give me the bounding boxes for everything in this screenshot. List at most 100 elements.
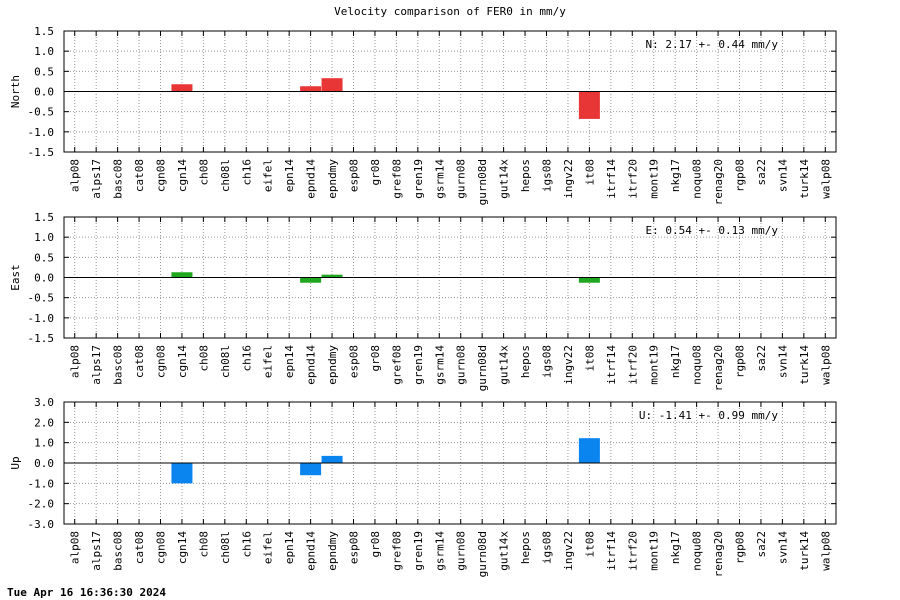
x-tick-label: itrf14 bbox=[605, 531, 618, 571]
x-tick-label: turk14 bbox=[798, 345, 811, 385]
x-tick-label: ch08l bbox=[219, 345, 232, 378]
x-tick-label: epnd14 bbox=[305, 159, 318, 199]
x-tick-label: walp08 bbox=[819, 159, 832, 199]
x-tick-label: gsrm14 bbox=[433, 531, 446, 571]
x-tick-label: igs08 bbox=[541, 345, 554, 378]
x-tick-label: itrf14 bbox=[605, 159, 618, 199]
x-tick-label: gren19 bbox=[412, 345, 425, 385]
x-tick-label: ch08 bbox=[197, 159, 210, 186]
x-tick-label: cgn08 bbox=[155, 531, 168, 564]
x-tick-label: gurn08d bbox=[476, 159, 489, 205]
x-tick-label: hepos bbox=[519, 345, 532, 378]
bar-it08 bbox=[578, 438, 600, 463]
stat-annotation: U: -1.41 +- 0.99 mm/y bbox=[639, 409, 778, 422]
x-tick-label: eifel bbox=[262, 345, 275, 378]
x-tick-label: svn14 bbox=[776, 531, 789, 564]
x-tick-label: gurn08d bbox=[476, 345, 489, 391]
x-tick-label: rgp08 bbox=[734, 531, 747, 564]
y-tick-label: 0.0 bbox=[34, 272, 54, 285]
bar-epndmy bbox=[321, 78, 343, 92]
y-tick-label: -1.5 bbox=[28, 146, 55, 159]
y-tick-label: 1.5 bbox=[34, 211, 54, 224]
bar-epndmy bbox=[321, 274, 343, 278]
x-tick-label: sa22 bbox=[755, 531, 768, 558]
x-tick-label: basc08 bbox=[112, 345, 125, 385]
x-tick-label: gut14x bbox=[498, 531, 511, 571]
y-tick-label: -1.0 bbox=[28, 312, 55, 325]
bar-cgn14 bbox=[171, 84, 193, 92]
x-tick-label: ingv22 bbox=[562, 159, 575, 199]
x-tick-label: alps17 bbox=[90, 159, 103, 199]
x-tick-label: gren19 bbox=[412, 159, 425, 199]
x-tick-label: it08 bbox=[583, 159, 596, 186]
x-tick-label: cgn14 bbox=[176, 531, 189, 564]
y-tick-label: 2.0 bbox=[34, 416, 54, 429]
x-tick-label: alp08 bbox=[69, 345, 82, 378]
x-tick-label: renag20 bbox=[712, 345, 725, 391]
x-tick-label: gref08 bbox=[390, 345, 403, 385]
x-tick-label: basc08 bbox=[112, 159, 125, 199]
bar-cgn14 bbox=[171, 463, 193, 484]
x-tick-label: gr08 bbox=[369, 531, 382, 558]
bar-it08 bbox=[578, 91, 600, 119]
bar-cgn14 bbox=[171, 272, 193, 278]
x-tick-label: epn14 bbox=[283, 531, 296, 564]
y-axis-label: East bbox=[9, 264, 22, 291]
x-tick-label: walp08 bbox=[819, 531, 832, 571]
bar-epnd14 bbox=[300, 277, 322, 283]
x-tick-label: basc08 bbox=[112, 531, 125, 571]
x-tick-label: svn14 bbox=[776, 159, 789, 192]
y-axis-label: North bbox=[9, 75, 22, 108]
x-tick-label: turk14 bbox=[798, 159, 811, 199]
stat-annotation: N: 2.17 +- 0.44 mm/y bbox=[646, 38, 779, 51]
x-tick-label: cgn14 bbox=[176, 159, 189, 192]
x-tick-label: gren19 bbox=[412, 531, 425, 571]
y-tick-label: -1.0 bbox=[28, 477, 55, 490]
x-tick-label: nkg17 bbox=[669, 531, 682, 564]
x-tick-label: esp08 bbox=[348, 159, 361, 192]
x-tick-label: epnd14 bbox=[305, 531, 318, 571]
x-tick-label: gut14x bbox=[498, 345, 511, 385]
x-tick-label: hepos bbox=[519, 159, 532, 192]
x-tick-label: gurn08 bbox=[455, 159, 468, 199]
panel-east: 1.5 1.0 0.5 0.0 -0.5 -1.0 -1.5 alp08 alps17 basc0… bbox=[9, 211, 837, 391]
x-tick-label: rgp08 bbox=[734, 345, 747, 378]
x-tick-label: cgn08 bbox=[155, 159, 168, 192]
x-tick-label: cat08 bbox=[133, 159, 146, 192]
x-tick-label: noqu08 bbox=[691, 345, 704, 385]
x-tick-label: gsrm14 bbox=[433, 159, 446, 199]
y-tick-label: 1.5 bbox=[34, 25, 54, 38]
x-tick-label: epndmy bbox=[326, 345, 339, 385]
x-tick-label: nkg17 bbox=[669, 345, 682, 378]
x-tick-label: svn14 bbox=[776, 345, 789, 378]
x-tick-label: esp08 bbox=[348, 345, 361, 378]
y-tick-label: -3.0 bbox=[28, 518, 55, 531]
x-tick-label: turk14 bbox=[798, 531, 811, 571]
y-axis-label: Up bbox=[9, 456, 22, 469]
x-tick-label: it08 bbox=[583, 345, 596, 372]
x-tick-label: ingv22 bbox=[562, 345, 575, 385]
x-tick-label: renag20 bbox=[712, 531, 725, 577]
x-tick-label: cat08 bbox=[133, 345, 146, 378]
x-tick-label: noqu08 bbox=[691, 531, 704, 571]
y-tick-label: 3.0 bbox=[34, 396, 54, 409]
x-tick-label: epnd14 bbox=[305, 345, 318, 385]
y-tick-label: 1.0 bbox=[34, 437, 54, 450]
x-tick-label: alp08 bbox=[69, 159, 82, 192]
x-tick-label: igs08 bbox=[541, 531, 554, 564]
x-tick-label: ch16 bbox=[240, 345, 253, 372]
y-tick-label: 0.0 bbox=[34, 457, 54, 470]
x-tick-label: cgn08 bbox=[155, 345, 168, 378]
panel-up: 3.0 2.0 1.0 0.0 -1.0 -2.0 -3.0 alp08 alps17 basc0… bbox=[9, 396, 837, 577]
x-tick-label: alps17 bbox=[90, 345, 103, 385]
x-tick-label: gut14x bbox=[498, 159, 511, 199]
x-tick-label: itrf20 bbox=[626, 531, 639, 571]
x-tick-label: gr08 bbox=[369, 345, 382, 372]
x-tick-label: alps17 bbox=[90, 531, 103, 571]
bar-epnd14 bbox=[300, 463, 322, 476]
x-tick-label: ch08l bbox=[219, 159, 232, 192]
timestamp-footer: Tue Apr 16 16:36:30 2024 bbox=[7, 586, 166, 599]
x-tick-label: itrf20 bbox=[626, 345, 639, 385]
bar-epndmy bbox=[321, 455, 343, 463]
bar-it08 bbox=[578, 277, 600, 283]
